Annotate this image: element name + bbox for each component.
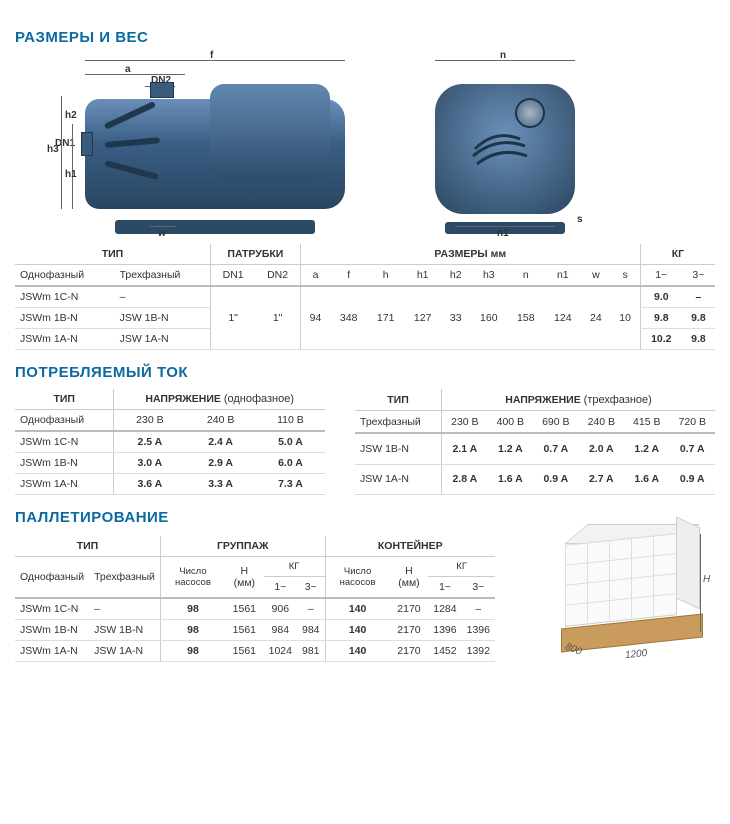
table-row: JSWm 1B-N3.0 A2.9 A6.0 A bbox=[15, 453, 325, 474]
pump-diagram: f a DN2 DN1 h3 h1 h2 w n n1 s bbox=[55, 54, 715, 234]
table-row: JSWm 1B-NJSW 1B-N98156198498414021701396… bbox=[15, 620, 495, 641]
dimensions-table: ТИП ПАТРУБКИ РАЗМЕРЫ мм КГ Однофазный Тр… bbox=[15, 244, 715, 350]
table-row: JSW 1A-N2.8 A1.6 A0.9 A2.7 A1.6 A0.9 A bbox=[355, 464, 715, 494]
current-tri-table: ТИПНАПРЯЖЕНИЕ (трехфазное) Трехфазный 23… bbox=[355, 389, 715, 495]
table-row: JSWm 1A-N3.6 A3.3 A7.3 A bbox=[15, 474, 325, 495]
current-mono-table: ТИПНАПРЯЖЕНИЕ (однофазное) Однофазный 23… bbox=[15, 389, 325, 495]
table-row: JSWm 1C-N2.5 A2.4 A5.0 A bbox=[15, 431, 325, 453]
pallet-table: ТИП ГРУППАЖ КОНТЕЙНЕР Однофазный Трехфаз… bbox=[15, 536, 495, 662]
pump-front-view: n n1 s bbox=[415, 54, 595, 234]
section-dimensions-title: РАЗМЕРЫ И ВЕС bbox=[15, 29, 715, 46]
pallet-diagram: H 800 1200 bbox=[555, 534, 705, 664]
table-row: JSWm 1C-N–981561906–14021701284– bbox=[15, 598, 495, 620]
table-row: JSW 1B-N2.1 A1.2 A0.7 A2.0 A1.2 A0.7 A bbox=[355, 433, 715, 464]
section-current-title: ПОТРЕБЛЯЕМЫЙ ТОК bbox=[15, 364, 715, 381]
pump-side-view: f a DN2 DN1 h3 h1 h2 w bbox=[55, 54, 375, 234]
table-row: JSWm 1A-NJSW 1A-N98156110249811402170145… bbox=[15, 641, 495, 662]
table-row: JSWm 1C-N–1"1"94348171127331601581242410… bbox=[15, 286, 715, 308]
